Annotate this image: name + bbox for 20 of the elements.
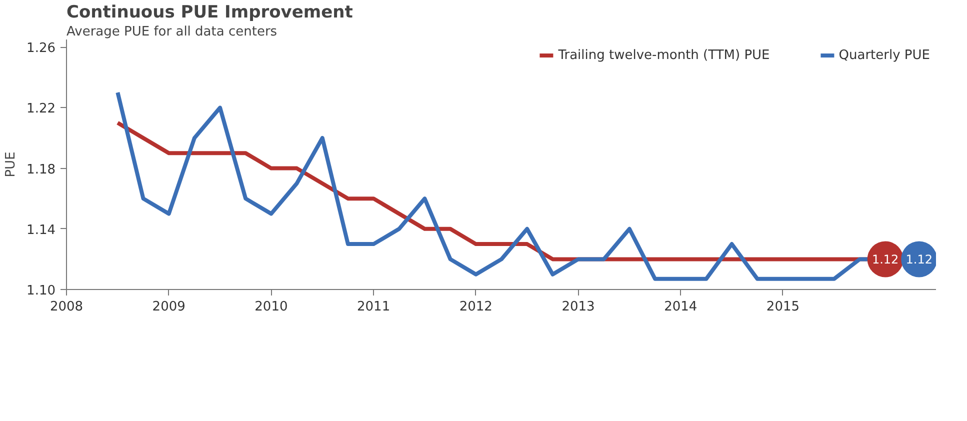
x-tick-label: 2011	[357, 300, 390, 314]
data-label: 1.12	[906, 252, 932, 267]
y-tick-label: 1.14	[26, 222, 56, 238]
x-tick-label: 2009	[152, 300, 186, 314]
y-tick-label: 1.22	[26, 102, 56, 117]
y-tick-label: 1.18	[26, 162, 56, 178]
legend-label: Quarterly PUE	[838, 48, 930, 62]
chart-subtitle: Average PUE for all data centers	[66, 24, 278, 40]
x-tick-label: 2015	[766, 300, 800, 314]
data-label: 1.12	[872, 252, 899, 267]
x-tick-label: 2012	[459, 300, 492, 314]
y-axis-title: PUE	[4, 152, 19, 178]
x-tick-label: 2008	[50, 300, 84, 314]
x-tick-label: 2013	[562, 300, 595, 314]
x-tick-label: 2014	[664, 300, 698, 314]
x-tick-label: 2010	[254, 300, 288, 314]
y-tick-label: 1.10	[26, 284, 56, 298]
y-tick-label: 1.26	[26, 41, 56, 56]
legend-label: Trailing twelve-month (TTM) PUE	[558, 48, 770, 62]
chart-title: Continuous PUE Improvement	[66, 2, 353, 22]
